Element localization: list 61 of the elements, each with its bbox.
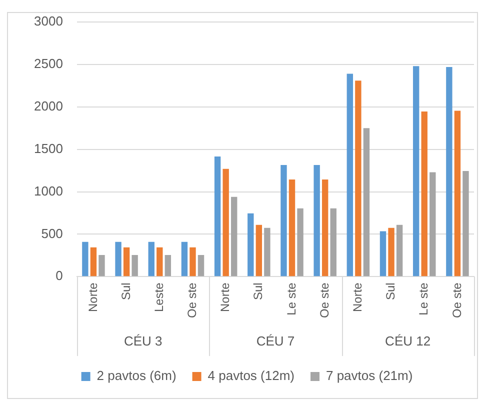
x-tick-label: Oe ste: [185, 282, 200, 318]
y-tick-label: 0: [56, 268, 63, 284]
bar: [454, 110, 461, 276]
legend-label: 4 pavtos (12m): [208, 368, 294, 384]
bar: [355, 80, 362, 276]
bar: [363, 128, 370, 276]
bar: [430, 172, 436, 276]
bar: [421, 112, 428, 276]
legend-label: 2 pavtos (6m): [96, 368, 176, 384]
bar: [346, 74, 354, 276]
bar: [190, 247, 196, 276]
bar: [264, 228, 270, 276]
x-tick-label: Le ste: [284, 282, 298, 316]
bar: [115, 242, 122, 276]
bar: [148, 242, 154, 276]
bar: [82, 242, 88, 276]
y-tick-label: 1000: [34, 183, 63, 198]
x-tick-label: Leste: [152, 282, 166, 312]
text: CÉU 7: [256, 334, 295, 349]
bar: [123, 247, 130, 276]
x-tick-label: Norte: [218, 282, 232, 312]
bar: [132, 255, 138, 276]
x-tick-label: Sul: [118, 282, 133, 300]
bar: [446, 66, 452, 276]
bar: [248, 213, 254, 276]
bar: [280, 165, 287, 276]
bar: [388, 228, 394, 276]
bar: [330, 208, 336, 276]
bar: [198, 255, 204, 276]
x-tick-label: Oe ste: [317, 282, 332, 318]
text: CÉU 3: [124, 334, 162, 349]
text: CÉU 12: [385, 334, 431, 349]
y-tick-label: 2500: [34, 56, 63, 72]
x-tick-label: Oe ste: [450, 282, 464, 318]
bar: [230, 196, 238, 276]
bar: [462, 170, 469, 276]
y-tick-label: 3000: [34, 14, 63, 29]
bar: [222, 168, 229, 276]
bar: [314, 165, 320, 276]
y-tick-label: 500: [41, 226, 63, 241]
bar: [396, 224, 403, 276]
bar: [288, 179, 296, 276]
bar: [90, 247, 97, 276]
legend-label: 7 pavtos (21m): [326, 368, 413, 384]
y-tick-label: 1500: [34, 140, 63, 156]
x-tick-label: Norte: [350, 282, 364, 312]
bar: [297, 208, 304, 276]
bar: [214, 156, 221, 276]
bar: [164, 255, 172, 276]
y-tick-label: 2000: [34, 98, 63, 114]
x-tick-label: Sul: [251, 282, 266, 300]
bar: [256, 224, 262, 276]
x-tick-label: Sul: [384, 282, 398, 300]
bar: [322, 179, 328, 276]
bar: [98, 255, 105, 276]
bar: [380, 231, 386, 276]
bar: [412, 66, 420, 276]
bar: [181, 242, 188, 276]
x-tick-label: Le ste: [416, 282, 431, 316]
x-tick-label: Norte: [86, 282, 100, 312]
bar: [156, 247, 163, 276]
